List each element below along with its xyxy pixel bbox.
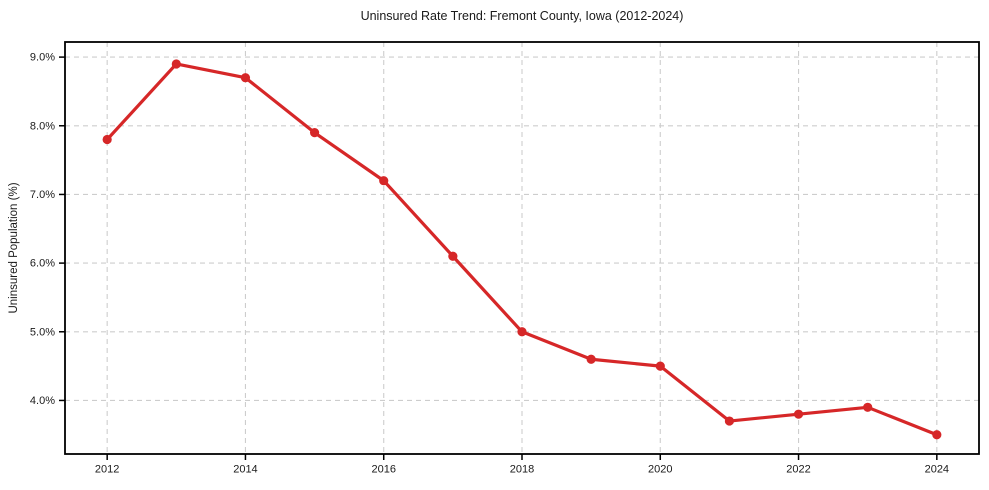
data-point-2017 [448, 251, 458, 261]
y-tick-label: 4.0% [30, 395, 55, 407]
data-point-2019 [586, 354, 596, 364]
data-point-2013 [171, 59, 181, 69]
y-tick-label: 9.0% [30, 52, 55, 64]
data-point-2016 [379, 176, 389, 186]
data-point-2018 [517, 327, 527, 337]
data-point-2024 [932, 430, 942, 440]
x-tick-label: 2020 [648, 464, 672, 476]
chart-title: Uninsured Rate Trend: Fremont County, Io… [360, 9, 684, 23]
y-tick-label: 6.0% [30, 258, 55, 270]
data-point-2022 [793, 409, 804, 419]
data-point-2021 [724, 416, 735, 426]
x-tick-label: 2014 [233, 464, 257, 476]
y-tick-label: 7.0% [30, 189, 55, 201]
x-tick-label: 2016 [371, 464, 395, 476]
plot-border [64, 41, 980, 455]
x-tick-label: 2022 [786, 464, 810, 476]
x-tick-label: 2024 [925, 464, 949, 476]
x-tick-label: 2012 [95, 464, 119, 476]
data-point-2020 [655, 361, 665, 371]
data-point-2014 [240, 73, 251, 83]
data-point-2015 [309, 128, 320, 138]
y-tick-label: 8.0% [30, 120, 55, 132]
x-tick-label: 2018 [510, 464, 534, 476]
data-point-2012 [102, 134, 112, 145]
data-point-2023 [863, 402, 873, 412]
y-tick-label: 5.0% [30, 326, 55, 338]
